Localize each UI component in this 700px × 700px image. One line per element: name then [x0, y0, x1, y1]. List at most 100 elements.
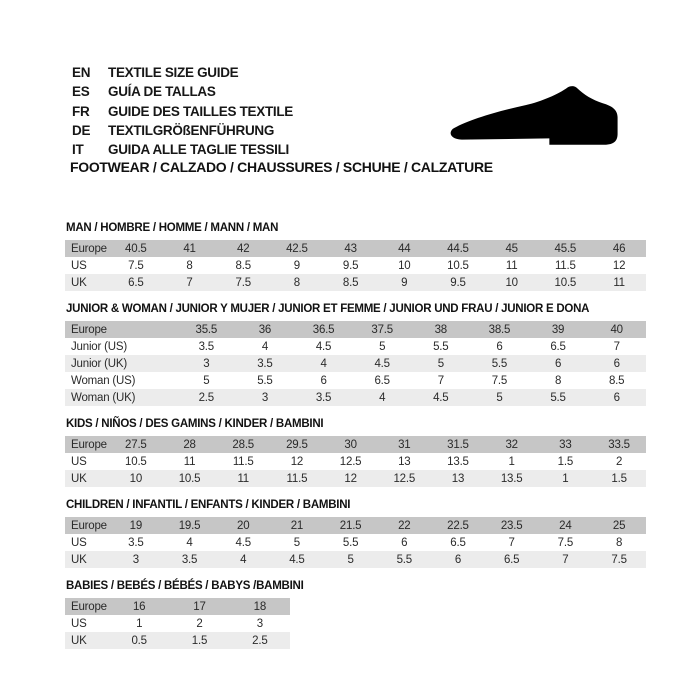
size-cell: 10 — [109, 470, 163, 487]
table-row: Europe 19 19.5 20 21 21.5 22 22.5 23.5 24 25 — [65, 517, 646, 534]
size-cell: 1 — [538, 470, 593, 487]
size-cell: 21 — [270, 517, 324, 534]
size-cell: 16 — [109, 598, 170, 615]
size-cell: 45.5 — [538, 240, 593, 257]
language-title-row: IT GUIDA ALLE TAGLIE TESSILI — [72, 140, 293, 159]
size-cell: 12 — [270, 453, 324, 470]
language-title-list: EN TEXTILE SIZE GUIDE ES GUÍA DE TALLAS FR GU… — [72, 63, 293, 159]
language-code: ES — [72, 84, 90, 100]
size-cell: 32 — [484, 436, 539, 453]
size-cell: 11.5 — [216, 453, 271, 470]
table-row: Europe 27.5 28 28.5 29.5 30 31 31.5 32 33 33.5 — [65, 436, 646, 453]
language-label: TEXTILGRÖßENFÜHRUNG — [108, 122, 275, 138]
size-cell: 1.5 — [592, 470, 646, 487]
size-cell: 10 — [377, 257, 432, 274]
size-cell: 40 — [587, 321, 646, 338]
size-cell: 11 — [216, 470, 271, 487]
size-cell: 5.5 — [323, 534, 378, 551]
size-table: Europe 19 19.5 20 21 21.5 22 22.5 23.5 24 25 US 3.5 4… — [65, 517, 646, 568]
size-table: Europe 27.5 28 28.5 29.5 30 31 31.5 32 33 33.5 US 10… — [65, 436, 646, 487]
size-table: Europe 35.5 36 36.5 37.5 38 38.5 39 40 Junior (US… — [65, 321, 646, 406]
table-row: Europe 40.5 41 42 42.5 43 44 44.5 45 45.5 46 — [65, 240, 646, 257]
size-cell: 3 — [177, 355, 236, 372]
size-cell: 13.5 — [431, 453, 485, 470]
size-cell: 17 — [169, 598, 230, 615]
row-label: UK — [65, 632, 109, 649]
table-title: MAN / HOMBRE / HOMME / MANN / MAN — [66, 222, 279, 234]
size-cell: 13.5 — [484, 470, 539, 487]
size-cell: 39 — [528, 321, 588, 338]
size-cell: 10.5 — [109, 453, 163, 470]
size-cell: 6.5 — [431, 534, 485, 551]
row-label: Europe — [65, 436, 109, 453]
table-row: UK 10 10.5 11 11.5 12 12.5 13 13.5 1 1.5 — [65, 470, 646, 487]
size-cell: 28.5 — [216, 436, 271, 453]
size-cell: 6 — [294, 372, 353, 389]
size-cell: 9.5 — [323, 257, 378, 274]
size-cell: 11.5 — [270, 470, 324, 487]
size-cell: 21.5 — [323, 517, 378, 534]
size-cell: 12 — [323, 470, 378, 487]
size-cell: 25 — [592, 517, 646, 534]
size-cell: 6 — [587, 389, 646, 406]
row-label: UK — [65, 551, 109, 568]
size-cell: 5.5 — [235, 372, 295, 389]
size-cell: 41 — [162, 240, 217, 257]
table-row: Junior (UK) 3 3.5 4 4.5 5 5.5 6 6 — [65, 355, 646, 372]
size-cell: 23.5 — [484, 517, 539, 534]
language-label: GUIDE DES TAILLES TEXTILE — [108, 103, 294, 119]
size-tables: MAN / HOMBRE / HOMME / MANN / MAN Europe 4… — [65, 221, 646, 660]
size-cell: 4.5 — [216, 534, 271, 551]
row-label: Woman (US) — [65, 372, 177, 389]
size-table: Europe 16 17 18 US 1 2 3 UK 0.5 1.5 2.5 — [65, 598, 290, 649]
table-title: BABIES / BEBÉS / BÉBÉS / BABYS /BAMBINI — [66, 580, 304, 592]
size-cell: 7.5 — [538, 534, 593, 551]
size-cell: 11 — [162, 453, 217, 470]
size-cell: 3 — [229, 615, 290, 632]
size-cell: 7 — [484, 534, 539, 551]
size-cell: 5 — [177, 372, 236, 389]
table-row: US 1 2 3 — [65, 615, 290, 632]
size-cell: 8.5 — [216, 257, 271, 274]
size-cell: 4 — [294, 355, 353, 372]
size-cell: 8.5 — [587, 372, 646, 389]
language-title-row: EN TEXTILE SIZE GUIDE — [72, 63, 293, 82]
size-cell: 10.5 — [431, 257, 485, 274]
language-label: TEXTILE SIZE GUIDE — [108, 65, 239, 80]
size-cell: 8 — [270, 274, 324, 291]
size-cell: 8 — [162, 257, 217, 274]
size-cell: 1 — [109, 615, 170, 632]
table-row: UK 6.5 7 7.5 8 8.5 9 9.5 10 10.5 11 — [65, 274, 646, 291]
row-label: Europe — [65, 517, 109, 534]
size-cell: 38.5 — [470, 321, 529, 338]
size-cell: 33 — [538, 436, 593, 453]
size-cell: 4.5 — [411, 389, 471, 406]
table-row: US 7.5 8 8.5 9 9.5 10 10.5 11 11.5 12 — [65, 257, 646, 274]
size-cell: 1.5 — [169, 632, 230, 649]
size-cell: 7.5 — [592, 551, 646, 568]
language-title-row: DE TEXTILGRÖßENFÜHRUNG — [72, 121, 293, 140]
size-cell: 2 — [169, 615, 230, 632]
table-row: Europe 35.5 36 36.5 37.5 38 38.5 39 40 — [65, 321, 646, 338]
size-cell: 12.5 — [323, 453, 378, 470]
size-cell: 44 — [377, 240, 432, 257]
size-cell: 3.5 — [162, 551, 217, 568]
size-table-block: KIDS / NIÑOS / DES GAMINS / KINDER / BAM… — [65, 417, 646, 487]
size-cell: 45 — [484, 240, 539, 257]
size-cell: 11 — [592, 274, 646, 291]
size-cell: 37.5 — [352, 321, 412, 338]
size-cell: 9 — [377, 274, 432, 291]
size-cell: 28 — [162, 436, 217, 453]
size-cell: 7.5 — [109, 257, 163, 274]
size-cell: 3.5 — [294, 389, 353, 406]
size-cell: 13 — [431, 470, 485, 487]
size-cell: 13 — [377, 453, 432, 470]
size-cell: 5 — [323, 551, 378, 568]
size-cell: 4 — [352, 389, 412, 406]
size-cell: 4.5 — [352, 355, 412, 372]
size-table-block: JUNIOR & WOMAN / JUNIOR Y MUJER / JUNIOR… — [65, 302, 646, 406]
row-label: Europe — [65, 598, 109, 615]
size-cell: 5.5 — [470, 355, 529, 372]
size-cell: 4.5 — [294, 338, 353, 355]
